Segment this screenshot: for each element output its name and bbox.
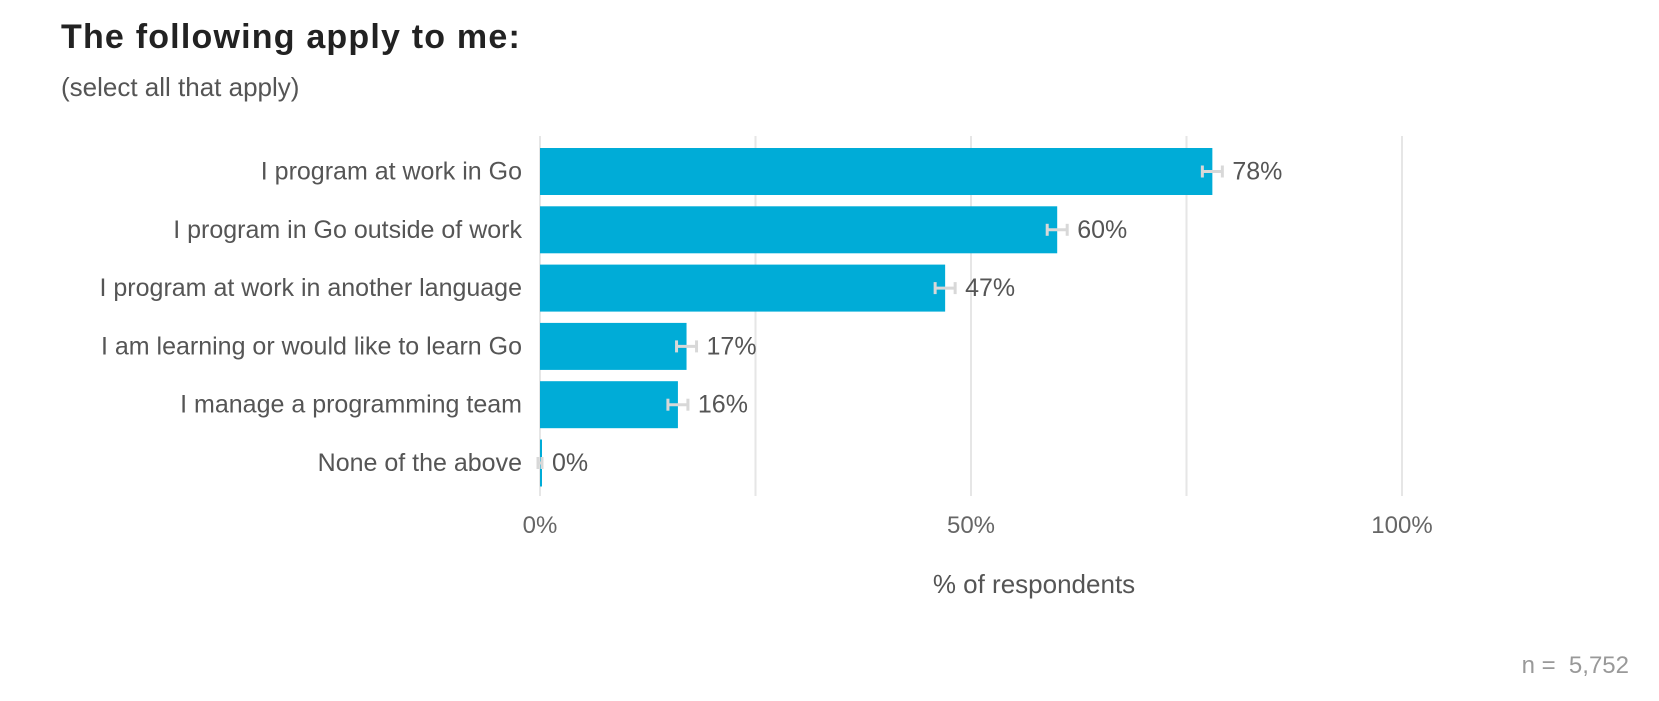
error-bar	[1045, 223, 1069, 236]
error-bar	[666, 398, 690, 411]
data-label: 60%	[1077, 216, 1127, 244]
x-axis-ticks: 0% 50% 100%	[523, 512, 1433, 539]
bar	[540, 206, 1058, 254]
category-labels: I program at work in Go I program in Go o…	[100, 158, 523, 478]
data-label: 0%	[552, 449, 588, 477]
category-label: I manage a programming team	[180, 391, 522, 419]
category-label: I am learning or would like to learn Go	[101, 332, 522, 360]
bar	[540, 148, 1213, 195]
data-label: 78%	[1232, 158, 1282, 186]
chart-subtitle: (select all that apply)	[61, 72, 300, 102]
sample-size-note: n = 5,752	[1521, 652, 1629, 679]
error-bar	[536, 457, 544, 469]
bar	[540, 264, 946, 312]
category-label: I program at work in another language	[100, 274, 522, 302]
chart-title: The following apply to me:	[61, 18, 521, 56]
category-label: I program at work in Go	[261, 158, 522, 186]
bar	[540, 381, 678, 429]
x-axis-title: % of respondents	[933, 569, 1135, 599]
x-tick-label: 100%	[1371, 512, 1432, 539]
x-tick-label: 50%	[947, 512, 995, 539]
bars: 78% 60% 47% 17% 16% 0%	[536, 148, 1282, 487]
data-label: 16%	[698, 391, 748, 419]
bar	[540, 322, 687, 370]
category-label: I program in Go outside of work	[173, 216, 522, 244]
error-bar	[675, 340, 699, 353]
grid-lines	[539, 136, 1403, 496]
error-bar	[1200, 165, 1224, 178]
error-bar	[933, 282, 957, 295]
data-label: 47%	[965, 274, 1015, 302]
data-label: 17%	[707, 332, 757, 360]
category-label: None of the above	[318, 449, 522, 477]
x-tick-label: 0%	[523, 512, 558, 539]
